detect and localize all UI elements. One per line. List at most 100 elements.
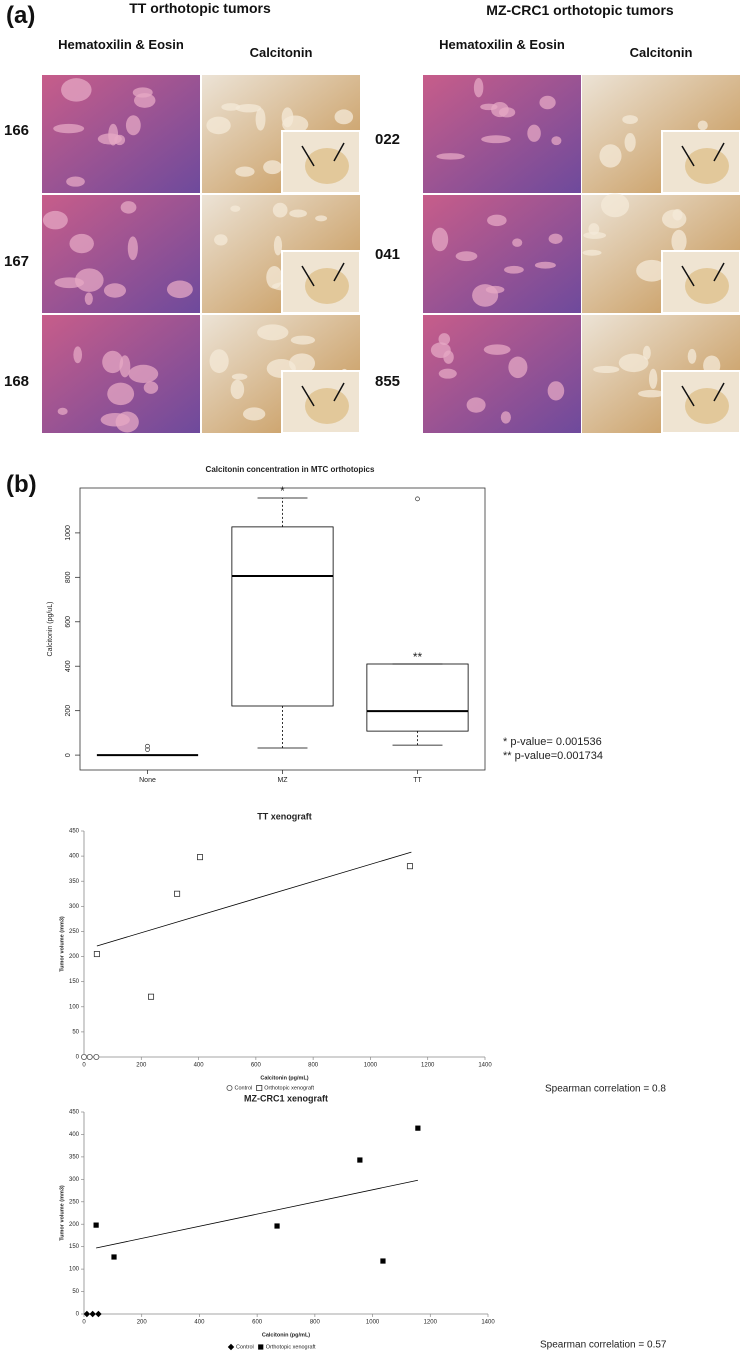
marker <box>86 1054 93 1061</box>
histology-texture <box>508 356 528 379</box>
marker <box>95 1310 102 1318</box>
panel-label: (a) <box>6 2 36 29</box>
histology-texture <box>230 379 245 400</box>
inset-texture <box>685 148 729 184</box>
x-tick-label: 600 <box>252 1320 263 1326</box>
x-tick-label: TT <box>413 777 422 784</box>
histology-texture <box>102 350 124 374</box>
histology-texture <box>273 235 283 256</box>
x-tick-label: 400 <box>194 1063 205 1069</box>
marker <box>111 1254 117 1260</box>
y-tick-label: 250 <box>69 1199 80 1205</box>
histology-texture <box>443 350 454 364</box>
histology-texture <box>534 261 556 269</box>
legend-label: Control <box>236 1344 254 1350</box>
histology-texture <box>53 123 85 134</box>
histology-texture <box>671 229 687 253</box>
annotation: Spearman correlation = 0.8 <box>545 1084 666 1095</box>
marker <box>148 993 155 1000</box>
y-tick-label: 450 <box>69 1110 80 1116</box>
chart-title: Calcitonin concentration in MTC orthotop… <box>206 465 375 474</box>
column-header: Hematoxilin & Eosin <box>439 37 565 52</box>
legend-marker <box>258 1344 264 1350</box>
x-tick-label: 0 <box>82 1063 86 1069</box>
chart-title: TT xenograft <box>257 811 312 821</box>
y-axis-label: Tumor volume (mm3) <box>59 916 65 972</box>
histology-texture <box>103 283 127 298</box>
y-tick-label: 300 <box>69 904 80 910</box>
chart-title: MZ-CRC1 xenograft <box>244 1093 328 1103</box>
y-tick-label: 0 <box>65 753 72 757</box>
legend-marker <box>227 1343 235 1351</box>
histology-texture <box>242 407 266 421</box>
legend-marker <box>256 1085 263 1092</box>
histology-texture <box>697 120 708 131</box>
x-tick-label: 1400 <box>481 1320 495 1326</box>
histology-texture <box>551 136 562 146</box>
marker <box>81 1054 88 1061</box>
histology-texture <box>473 78 484 98</box>
x-axis-label: Calcitonin (pg/mL) <box>260 1075 308 1081</box>
histology-texture <box>57 407 68 415</box>
x-tick-label: 0 <box>82 1320 86 1326</box>
y-axis-label: Calcitonin (pg/uL) <box>47 602 54 657</box>
histology-texture <box>235 104 262 113</box>
box <box>366 663 469 732</box>
x-tick-label: 200 <box>137 1320 148 1326</box>
inset-arrow <box>333 142 345 162</box>
histology-texture <box>115 411 139 433</box>
histology-texture <box>504 265 524 274</box>
histology-texture <box>539 95 556 110</box>
histology-texture <box>622 115 638 124</box>
box <box>231 526 334 707</box>
x-tick-label: 1000 <box>364 1063 378 1069</box>
y-tick-label: 400 <box>65 660 72 672</box>
histology-texture <box>134 93 156 108</box>
inset-arrow <box>333 382 345 402</box>
histology-texture <box>431 227 449 252</box>
histology-texture <box>624 132 636 152</box>
inset-arrow <box>301 145 315 167</box>
histology-texture <box>687 348 697 364</box>
inset-arrow <box>713 262 725 282</box>
group-title: TT orthotopic tumors <box>129 0 271 16</box>
histology-texture <box>221 103 241 111</box>
histology-texture <box>618 353 649 373</box>
outlier <box>145 747 150 752</box>
row-label: 041 <box>375 246 401 263</box>
inset-arrow <box>681 385 695 407</box>
inset-arrow <box>681 265 695 287</box>
histology-texture <box>662 209 687 229</box>
histology-texture <box>166 280 193 299</box>
y-tick-label: 800 <box>65 571 72 583</box>
row-label: 167 <box>4 253 30 270</box>
marker <box>380 1258 386 1264</box>
row-label: 168 <box>4 373 30 390</box>
histology-texture <box>642 345 651 360</box>
histology-texture <box>257 324 289 341</box>
histology-texture <box>127 236 138 261</box>
marker <box>274 1223 280 1229</box>
inset-texture <box>305 388 349 424</box>
y-tick-label: 1000 <box>65 525 72 541</box>
histology-texture <box>119 355 131 378</box>
x-tick-label: 1200 <box>421 1063 435 1069</box>
x-tick-label: 400 <box>194 1320 205 1326</box>
histology-texture <box>436 153 465 160</box>
y-tick-label: 200 <box>65 705 72 717</box>
histology-texture <box>588 223 600 235</box>
y-tick-label: 150 <box>69 979 80 985</box>
inset-arrow <box>333 262 345 282</box>
histology-texture <box>593 365 620 374</box>
histology-texture <box>500 411 511 424</box>
histology-texture <box>42 210 68 230</box>
histology-texture <box>438 368 457 379</box>
histology-texture <box>272 202 288 218</box>
outlier <box>145 743 150 749</box>
histology-texture <box>485 285 505 294</box>
histology-texture <box>636 259 668 282</box>
histology-texture <box>599 144 622 168</box>
x-axis-label: Calcitonin (pg/mL) <box>262 1332 310 1338</box>
histology-texture <box>483 344 511 355</box>
y-tick-label: 600 <box>65 616 72 628</box>
